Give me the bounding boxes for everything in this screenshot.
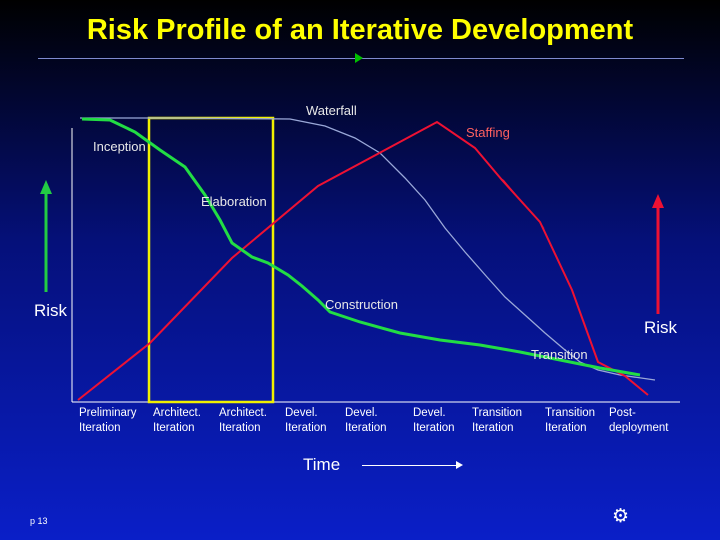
staffing-label: Staffing (466, 125, 510, 140)
time-arrowhead-icon (456, 461, 463, 469)
iteration-label: Architect. Iteration (153, 407, 201, 434)
page-number: p 13 (30, 516, 48, 526)
gear-icon[interactable]: ⚙ (612, 506, 630, 527)
staffing-curve (77, 120, 649, 401)
iterative-risk-curve (81, 117, 641, 377)
waterfall-label: Waterfall (306, 103, 357, 118)
risk-left-label: Risk (34, 301, 68, 320)
architecture-highlight-box (147, 116, 275, 404)
slide-title: Risk Profile of an Iterative Development (86, 14, 634, 46)
phase-elaboration: Elaboration (201, 194, 267, 209)
phase-inception: Inception (93, 139, 146, 154)
iteration-label: Preliminary Iteration (79, 407, 137, 434)
iteration-label: Devel. Iteration (413, 407, 455, 434)
time-arrow (362, 465, 458, 466)
iteration-label: Transition Iteration (472, 407, 523, 434)
iteration-label: Transition Iteration (545, 407, 596, 434)
phase-transition: Transition (531, 347, 588, 362)
waterfall-risk-curve (80, 117, 656, 381)
time-label: Time (303, 455, 341, 474)
risk-right-label: Risk (644, 318, 678, 337)
risk-left-arrowhead (40, 180, 52, 194)
iteration-label: Devel. Iteration (285, 407, 327, 434)
iteration-label: Devel. Iteration (345, 407, 387, 434)
iteration-label: Architect. Iteration (219, 407, 267, 434)
risk-right-arrowhead (652, 194, 664, 208)
phase-construction: Construction (325, 297, 398, 312)
title-arrow-icon (355, 53, 363, 63)
iteration-label: Post-deployment (609, 407, 669, 434)
